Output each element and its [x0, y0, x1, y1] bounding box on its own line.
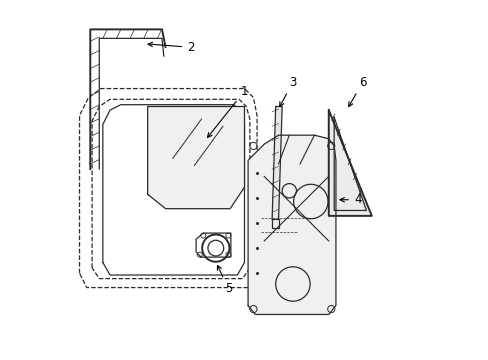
- Polygon shape: [271, 107, 282, 220]
- Text: 6: 6: [348, 76, 366, 107]
- Text: 1: 1: [207, 85, 248, 138]
- Text: 5: 5: [217, 265, 232, 295]
- Text: 4: 4: [339, 193, 361, 206]
- Polygon shape: [147, 107, 244, 209]
- Polygon shape: [328, 110, 371, 216]
- Text: 2: 2: [148, 41, 194, 54]
- Text: 3: 3: [279, 76, 296, 107]
- Polygon shape: [247, 135, 335, 315]
